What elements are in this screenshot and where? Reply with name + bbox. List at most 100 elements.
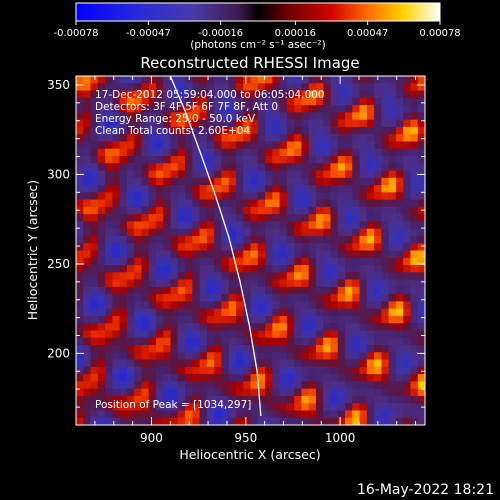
heatmap-cell — [337, 257, 346, 266]
heatmap-cell — [395, 148, 404, 157]
heatmap-cell — [105, 330, 113, 339]
heatmap-cell — [221, 250, 230, 259]
heatmap-cell — [345, 301, 353, 310]
heatmap-cell — [76, 126, 84, 135]
heatmap-cell — [410, 119, 419, 128]
heatmap-cell — [265, 366, 273, 375]
annotation-counts: Clean Total counts: 2.60E+04 — [95, 125, 250, 137]
heatmap-cell — [410, 265, 419, 273]
heatmap-cell — [294, 83, 302, 92]
heatmap-cell — [185, 359, 193, 368]
heatmap-cell — [388, 359, 397, 368]
heatmap-cell — [185, 352, 193, 361]
heatmap-cell — [265, 250, 273, 259]
heatmap-cell — [323, 192, 331, 201]
heatmap-cell — [163, 155, 172, 164]
heatmap-cell — [257, 206, 266, 215]
heatmap-cell — [308, 177, 317, 186]
heatmap-cell — [403, 112, 411, 121]
heatmap-cell — [315, 352, 324, 361]
heatmap-cell — [214, 126, 222, 135]
heatmap-cell — [381, 374, 390, 382]
heatmap-cell — [105, 381, 113, 390]
heatmap-cell — [214, 163, 222, 172]
heatmap-cell — [206, 294, 215, 302]
heatmap-cell — [294, 170, 302, 179]
heatmap-cell — [199, 177, 208, 186]
heatmap-cell — [90, 366, 99, 375]
heatmap-cell — [374, 97, 382, 106]
heatmap-cell — [279, 155, 288, 164]
heatmap-cell — [286, 257, 295, 266]
heatmap-cell — [359, 410, 368, 419]
heatmap-cell — [315, 417, 324, 425]
heatmap-cell — [381, 410, 390, 419]
heatmap-cell — [330, 410, 339, 419]
heatmap-cell — [388, 126, 397, 135]
heatmap-cell — [294, 250, 302, 259]
heatmap-cell — [112, 119, 121, 128]
heatmap-cell — [272, 214, 281, 222]
heatmap-cell — [323, 294, 331, 302]
heatmap-cell — [119, 381, 128, 390]
heatmap-cell — [308, 403, 317, 411]
heatmap-cell — [352, 352, 361, 361]
heatmap-cell — [410, 192, 419, 201]
heatmap-cell — [395, 97, 404, 106]
heatmap-cell — [134, 374, 142, 382]
heatmap-cell — [163, 192, 172, 201]
heatmap-cell — [148, 374, 157, 382]
heatmap-cell — [410, 170, 419, 179]
heatmap-cell — [206, 330, 215, 339]
heatmap-cell — [214, 315, 222, 324]
heatmap-cell — [315, 410, 324, 419]
heatmap-cell — [286, 235, 295, 244]
heatmap-cell — [97, 403, 106, 411]
heatmap-cell — [330, 228, 339, 237]
heatmap-cell — [272, 286, 281, 295]
heatmap-cell — [97, 381, 106, 390]
heatmap-cell — [105, 185, 113, 193]
heatmap-cell — [83, 221, 92, 230]
heatmap-cell — [76, 388, 84, 397]
heatmap-cell — [148, 250, 157, 259]
heatmap-cell — [185, 155, 193, 164]
heatmap-cell — [417, 221, 425, 230]
heatmap-cell — [177, 199, 186, 208]
heatmap-cell — [308, 272, 317, 281]
heatmap-cell — [359, 250, 368, 259]
heatmap-cell — [192, 257, 201, 266]
heatmap-cell — [192, 243, 201, 251]
heatmap-cell — [337, 206, 346, 215]
heatmap-cell — [76, 90, 84, 99]
heatmap-cell — [315, 294, 324, 302]
heatmap-cell — [403, 395, 411, 404]
heatmap-cell — [97, 301, 106, 310]
heatmap-cell — [221, 112, 230, 121]
heatmap-cell — [155, 228, 164, 237]
heatmap-cell — [163, 359, 172, 368]
heatmap-cell — [221, 177, 230, 186]
heatmap-cell — [119, 388, 128, 397]
heatmap-cell — [83, 214, 92, 222]
heatmap-cell — [294, 410, 302, 419]
heatmap-cell — [228, 126, 237, 135]
heatmap-cell — [374, 206, 382, 215]
heatmap-cell — [199, 141, 208, 150]
heatmap-cell — [410, 337, 419, 346]
heatmap-cell — [228, 359, 237, 368]
heatmap-cell — [395, 417, 404, 425]
heatmap-cell — [228, 403, 237, 411]
heatmap-cell — [214, 134, 222, 142]
heatmap-cell — [221, 323, 230, 331]
heatmap-cell — [163, 410, 172, 419]
heatmap-cell — [155, 366, 164, 375]
heatmap-cell — [366, 294, 375, 302]
heatmap-cell — [112, 366, 121, 375]
heatmap-cell — [257, 410, 266, 419]
heatmap-cell — [403, 97, 411, 106]
heatmap-cell — [286, 76, 295, 84]
heatmap-cell — [214, 388, 222, 397]
heatmap-cell — [105, 155, 113, 164]
heatmap-cell — [366, 345, 375, 353]
